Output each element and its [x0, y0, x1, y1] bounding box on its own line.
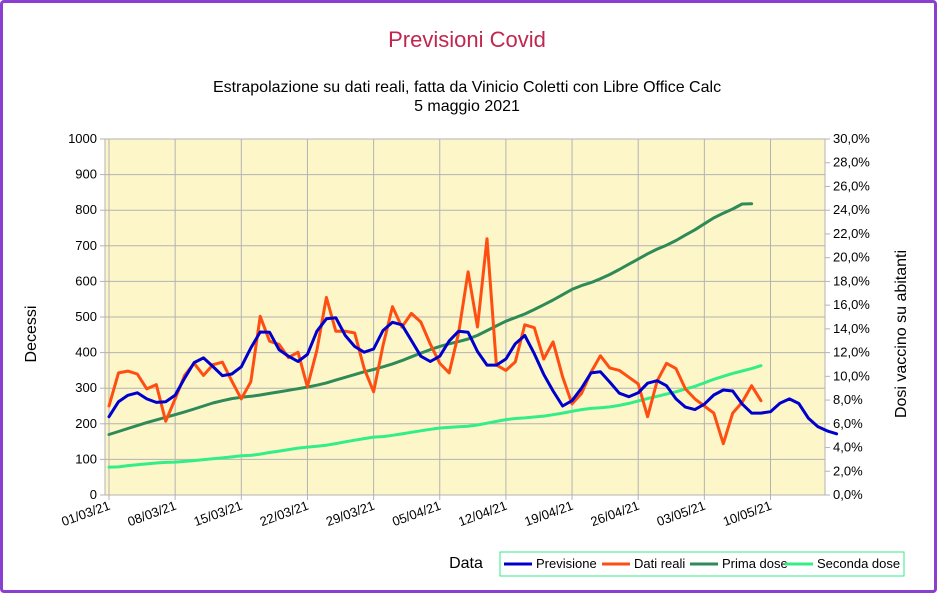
- y2-tick-label: 28,0%: [833, 155, 870, 170]
- y2-tick-label: 8,0%: [833, 392, 863, 407]
- y-tick-label: 500: [75, 309, 97, 324]
- x-tick-label: 01/03/21: [59, 498, 112, 529]
- chart-title: Previsioni Covid: [388, 27, 546, 52]
- x-tick-label: 10/05/21: [721, 498, 774, 529]
- x-axis: 01/03/21 08/03/21 15/03/21 22/03/21 29/03/21…: [59, 495, 774, 529]
- legend: Previsione Dati reali Prima dose Seconda do…: [499, 551, 905, 577]
- y2-tick-label: 30,0%: [833, 131, 870, 146]
- x-tick-label: 29/03/21: [324, 498, 377, 529]
- y-tick-label: 400: [75, 345, 97, 360]
- y-tick-label: 0: [90, 487, 97, 502]
- y2-tick-label: 20,0%: [833, 250, 870, 265]
- y-tick-label: 900: [75, 167, 97, 182]
- x-tick-label: 26/04/21: [589, 498, 642, 529]
- y-tick-label: 100: [75, 451, 97, 466]
- legend-label-previsione: Previsione: [536, 556, 597, 571]
- x-tick-label: 15/03/21: [192, 498, 245, 529]
- y2-tick-label: 12,0%: [833, 345, 870, 360]
- chart-subtitle-line1: Estrapolazione su dati reali, fatta da V…: [213, 79, 721, 96]
- legend-label-seconda-dose: Seconda dose: [817, 556, 900, 571]
- y2-tick-label: 4,0%: [833, 440, 863, 455]
- x-axis-title: Data: [449, 555, 483, 572]
- y2-tick-label: 10,0%: [833, 368, 870, 383]
- x-tick-label: 03/05/21: [655, 498, 708, 529]
- series-lines: [107, 202, 839, 469]
- y-tick-label: 200: [75, 416, 97, 431]
- y2-tick-label: 2,0%: [833, 463, 863, 478]
- legend-box: [499, 551, 905, 577]
- x-tick-label: 05/04/21: [390, 498, 443, 529]
- legend-label-dati-reali: Dati reali: [634, 556, 685, 571]
- y2-tick-label: 14,0%: [833, 321, 870, 336]
- y2-tick-label: 24,0%: [833, 202, 870, 217]
- y-tick-label: 800: [75, 202, 97, 217]
- chart-subtitle-line2: 5 maggio 2021: [414, 98, 520, 115]
- y-axis-right: 0,0% 2,0% 4,0% 6,0% 8,0% 10,0% 12,0% 14,0% 16,0%…: [825, 131, 870, 502]
- y-tick-label: 600: [75, 273, 97, 288]
- y-tick-label: 1000: [68, 131, 97, 146]
- x-tick-label: 22/03/21: [258, 498, 311, 529]
- series-line-dati-reali: [107, 237, 763, 446]
- x-tick-label: 12/04/21: [456, 498, 509, 529]
- y-axis-title: Decessi: [23, 306, 40, 363]
- y-tick-label: 300: [75, 380, 97, 395]
- x-tick-label: 08/03/21: [125, 498, 178, 529]
- y-tick-label: 700: [75, 238, 97, 253]
- series-line-prima-dose: [107, 202, 754, 436]
- y-axis-left: 0 100 200 300 400 500 600 700 800 900 1000: [68, 131, 105, 502]
- y2-axis-title: Dosi vaccino su abitanti: [893, 250, 910, 418]
- y2-tick-label: 0,0%: [833, 487, 863, 502]
- legend-label-prima-dose: Prima dose: [722, 556, 788, 571]
- y2-tick-label: 22,0%: [833, 226, 870, 241]
- series-line-previsione: [107, 316, 839, 436]
- y2-tick-label: 26,0%: [833, 178, 870, 193]
- x-tick-label: 19/04/21: [522, 498, 575, 529]
- y2-tick-label: 6,0%: [833, 416, 863, 431]
- y2-tick-label: 18,0%: [833, 273, 870, 288]
- y2-tick-label: 16,0%: [833, 297, 870, 312]
